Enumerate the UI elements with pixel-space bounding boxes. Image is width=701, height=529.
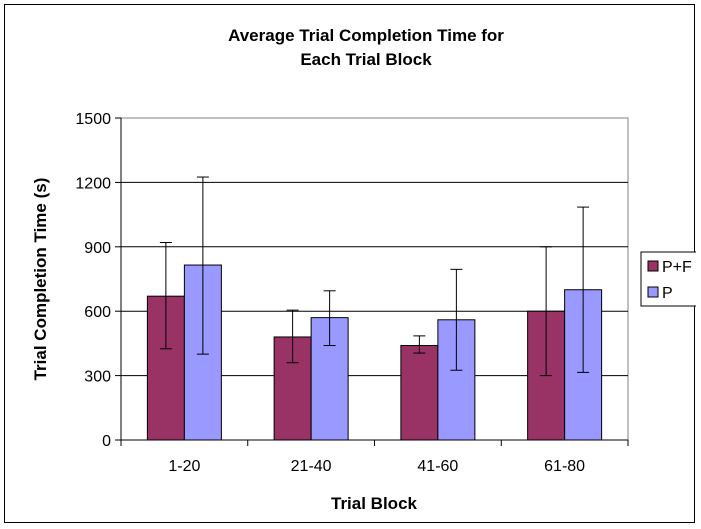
bar-pf-41-60 — [400, 345, 439, 441]
y-tick-label: 1200 — [75, 175, 111, 192]
x-tick-label: 21-40 — [291, 458, 332, 475]
legend: P+F P — [640, 251, 701, 307]
chart-title-line-2: Each Trial Block — [300, 50, 432, 69]
y-tick-label: 0 — [102, 433, 111, 450]
legend-label-p: P — [662, 285, 673, 302]
y-tick-label: 300 — [84, 369, 111, 386]
chart-frame: Average Trial Completion Time for Each T… — [4, 4, 701, 523]
chart-title-line-1: Average Trial Completion Time for — [228, 26, 504, 45]
bar-chart: Average Trial Completion Time for Each T… — [31, 26, 701, 513]
y-ticks-group: 0 300 600 900 1200 1500 — [75, 111, 121, 450]
y-tick-label: 1500 — [75, 111, 111, 128]
x-tick-label: 61-80 — [544, 458, 585, 475]
error-bars-group — [159, 176, 590, 377]
legend-label-pf: P+F — [662, 259, 692, 276]
y-tick-label: 900 — [84, 240, 111, 257]
x-tick-label: 41-60 — [417, 458, 458, 475]
y-axis-title: Trial Completion Time (s) — [31, 178, 50, 381]
legend-swatch-p — [647, 286, 659, 298]
x-ticks-group: 1-20 21-40 41-60 61-80 — [120, 440, 629, 475]
y-tick-label: 600 — [84, 304, 111, 321]
legend-swatch-pf — [647, 260, 659, 272]
x-tick-label: 1-20 — [168, 458, 200, 475]
x-axis-title: Trial Block — [331, 494, 418, 513]
